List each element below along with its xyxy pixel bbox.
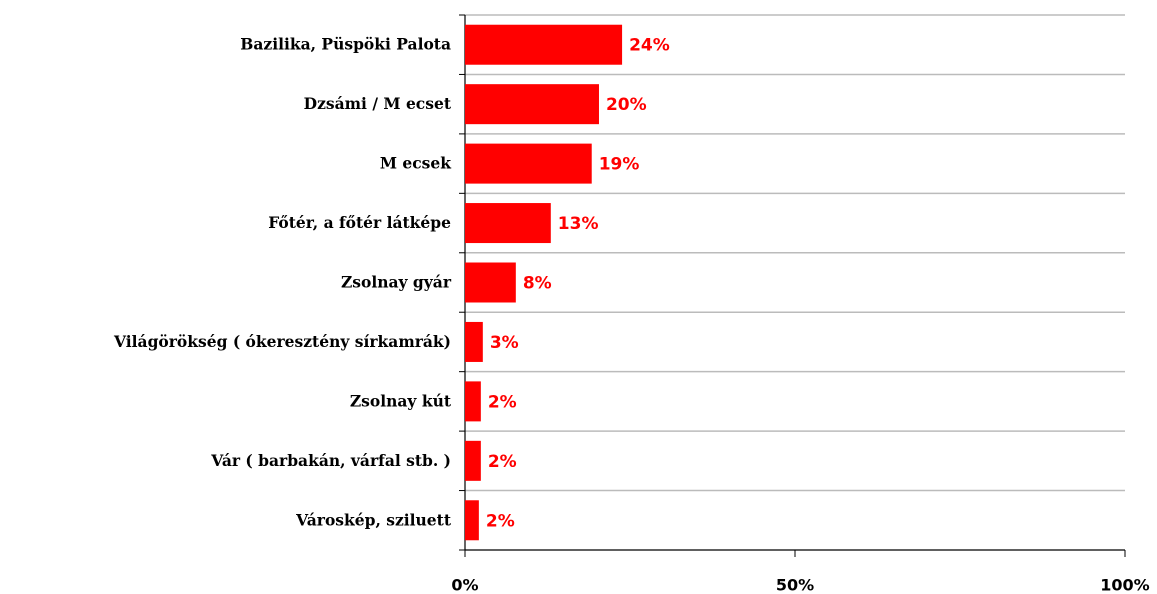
category-label: Főtér, a főtér látképe <box>268 213 451 232</box>
x-tick-label: 0% <box>451 576 478 594</box>
category-label: Városkép, sziluett <box>295 510 452 529</box>
category-label: Zsolnay kút <box>350 391 452 410</box>
bar <box>465 500 479 541</box>
bar <box>465 203 551 244</box>
bar <box>465 143 592 184</box>
value-label: 3% <box>490 333 519 353</box>
category-label: Dzsámi / M ecset <box>304 94 452 113</box>
value-label: 19% <box>599 155 640 175</box>
value-label: 2% <box>488 392 517 412</box>
bar <box>465 262 516 303</box>
category-label: M ecsek <box>380 154 451 173</box>
bar <box>465 440 481 481</box>
category-label: Bazilika, Püspöki Palota <box>240 35 451 54</box>
value-label: 13% <box>558 214 599 234</box>
category-label: Vár ( barbakán, várfal stb. ) <box>210 451 451 470</box>
category-label: Zsolnay gyár <box>341 273 452 292</box>
value-label: 2% <box>486 511 515 531</box>
bar <box>465 321 483 362</box>
bar <box>465 381 481 422</box>
value-label: 2% <box>488 452 517 472</box>
value-label: 8% <box>523 274 552 294</box>
x-tick-label: 50% <box>776 576 814 594</box>
category-label: Világörökség ( ókeresztény sírkamrák) <box>113 332 451 351</box>
value-label: 20% <box>606 95 647 115</box>
bar <box>465 24 623 65</box>
bar <box>465 84 599 125</box>
x-tick-label: 100% <box>1100 576 1149 594</box>
value-label: 24% <box>629 36 670 56</box>
